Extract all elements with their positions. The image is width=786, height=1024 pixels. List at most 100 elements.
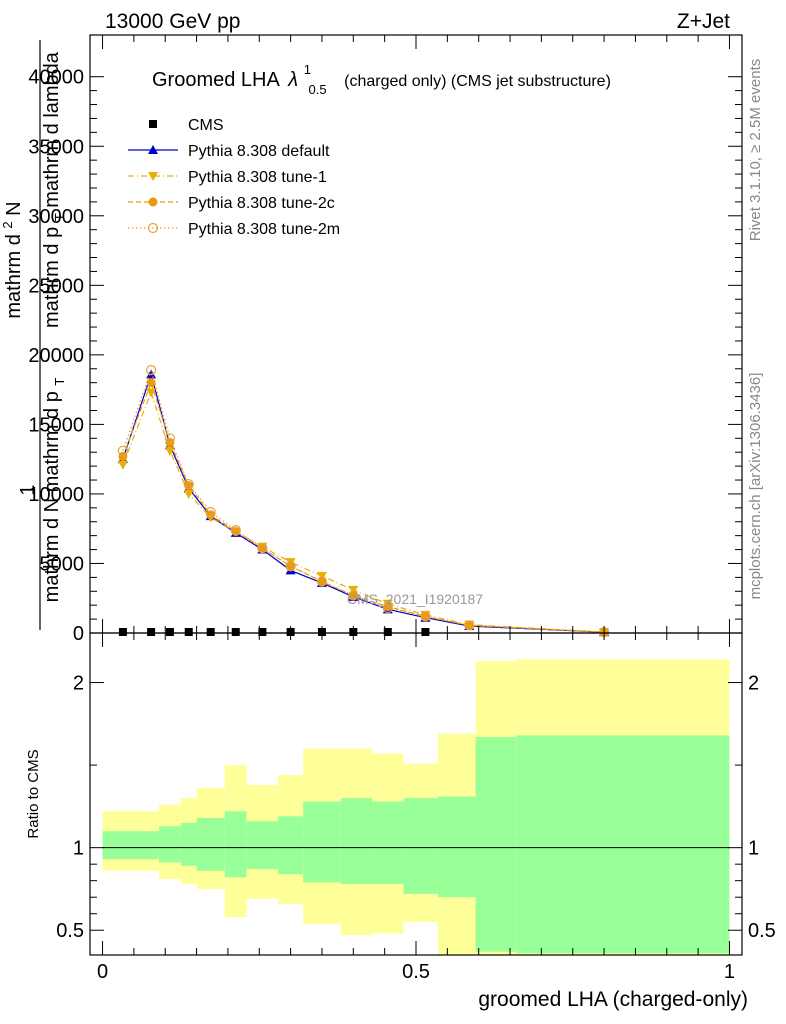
ratio-band-inner-11 xyxy=(403,798,438,894)
ratio-xtick-label-1: 0.5 xyxy=(402,961,430,983)
series-line-tune2m xyxy=(122,368,605,633)
point-cms-10 xyxy=(383,628,392,636)
point-cms-5 xyxy=(231,628,240,636)
series-line-default xyxy=(122,372,605,633)
ylabel-den-text: mathrm d N mathrm d p xyxy=(41,391,63,602)
ratio-ytick-label-1: 1 xyxy=(73,838,84,860)
ratio-band-inner-1 xyxy=(137,831,159,860)
ylabel-num-den-sub: T xyxy=(52,213,67,221)
series-line-tune2c xyxy=(122,380,605,633)
point-tune1-3 xyxy=(183,489,194,499)
ylabel-denominator: mathrm d N mathrm d p T xyxy=(41,378,67,603)
point-cms-11 xyxy=(421,628,430,636)
point-tune2m-6 xyxy=(257,543,268,554)
point-tune1-1 xyxy=(146,388,157,398)
title-rest: (charged only) (CMS jet substructure) xyxy=(344,73,611,90)
header-right: Z+Jet xyxy=(677,10,730,33)
ratio-band-inner-0 xyxy=(102,831,138,860)
point-tune2m-8 xyxy=(316,576,328,587)
point-tune2c-9 xyxy=(348,590,358,600)
ratio-ytick-label-right-2: 2 xyxy=(748,673,759,695)
ratio-ylabel: Ratio to CMS xyxy=(25,749,42,838)
legend-marker-tune2c xyxy=(148,197,158,207)
point-cms-1 xyxy=(147,628,156,636)
point-tune2c-4 xyxy=(206,510,216,520)
main-ytick-label-2: 10000 xyxy=(28,484,84,506)
ylabel-numerator: mathrm d 2 N xyxy=(0,201,25,318)
ratio-band-inner-3 xyxy=(180,822,197,866)
title-main: Groomed LHA xyxy=(152,69,280,91)
point-tune2m-3 xyxy=(183,479,194,490)
x-axis-label: groomed LHA (charged-only) xyxy=(478,988,748,1011)
ratio-band-inner-4 xyxy=(196,817,225,871)
ratio-band-inner-5 xyxy=(224,811,247,878)
legend-marker-tune2m xyxy=(147,222,159,234)
ratio-band-inner-10 xyxy=(372,801,404,884)
ratio-band-inner-12 xyxy=(437,796,476,898)
legend-label-tune1: Pythia 8.308 tune-1 xyxy=(188,169,327,186)
plot-title: Groomed LHA λ 1 0.5 (charged only) (CMS … xyxy=(152,57,611,99)
ratio-band-inner-6 xyxy=(246,821,279,870)
main-series xyxy=(117,365,610,638)
title-sub: 0.5 xyxy=(309,82,327,97)
header-left: 13000 GeV pp xyxy=(105,10,240,33)
point-cms-0 xyxy=(118,628,127,636)
point-tune2m-2 xyxy=(164,433,176,444)
point-default-1 xyxy=(146,369,157,379)
point-cms-2 xyxy=(165,628,174,636)
mcplots-label: mcplots.cern.ch [arXiv:1306.3436] xyxy=(747,373,764,600)
point-tune2c-12 xyxy=(464,620,474,630)
legend-label-cms: CMS xyxy=(188,117,224,134)
main-ylabel: 1 mathrm d N mathrm d p T mathrm d 2 N m… xyxy=(0,40,69,630)
title-sup: 1 xyxy=(304,62,311,77)
legend-marker-default xyxy=(148,145,158,154)
point-tune2m-9 xyxy=(348,590,359,601)
axes: 0 5000 10000 15000 20000 25000 30000 35000 40000… xyxy=(28,35,776,983)
main-ytick-label-8: 40000 xyxy=(28,67,84,89)
point-tune2m-0 xyxy=(117,445,129,456)
rivet-label: Rivet 3.1.10, ≥ 2.5M events xyxy=(747,59,764,242)
point-tune2c-7 xyxy=(286,561,296,571)
ratio-xtick-label-0: 0 xyxy=(97,961,108,983)
series-line-tune1 xyxy=(122,390,605,633)
point-tune1-0 xyxy=(117,460,128,470)
point-tune2m-12 xyxy=(464,620,475,631)
ylabel-num-den-text: mathrm d p xyxy=(41,227,63,328)
ylabel-num-text: mathrm d xyxy=(3,234,25,318)
analysis-watermark: CMS_2021_I1920187 xyxy=(347,591,483,607)
legend-marker-tune1 xyxy=(148,172,158,181)
ratio-xtick-label-2: 1 xyxy=(724,961,735,983)
ratio-ytick-label-right-1: 1 xyxy=(748,838,759,860)
legend-label-tune2c: Pythia 8.308 tune-2c xyxy=(188,195,335,212)
point-tune2c-1 xyxy=(146,378,156,388)
point-tune2m-10 xyxy=(382,602,393,614)
main-ytick-label-0: 0 xyxy=(73,623,84,645)
point-cms-4 xyxy=(206,628,215,636)
ratio-bands xyxy=(102,659,730,955)
series-tune2m xyxy=(117,365,610,638)
ratio-band-inner-7 xyxy=(278,816,304,875)
point-tune2m-5 xyxy=(230,524,241,536)
main-ytick-label-6: 30000 xyxy=(28,206,84,228)
ratio-ytick-label-0: 0.5 xyxy=(56,920,84,942)
legend-label-tune2m: Pythia 8.308 tune-2m xyxy=(188,221,340,238)
main-ytick-label-5: 25000 xyxy=(28,275,84,297)
ratio-ytick-label-2: 2 xyxy=(73,673,84,695)
ylabel-num-denominator: mathrm d p T mathrm d lambda xyxy=(41,51,69,328)
main-ytick-label-4: 20000 xyxy=(28,345,84,367)
ylabel-num-den-rest: mathrm d lambda xyxy=(41,51,63,207)
ratio-band-inner-8 xyxy=(303,801,341,883)
ylabel-den-sub: T xyxy=(52,378,67,386)
point-tune2c-0 xyxy=(118,451,128,461)
legend-label-default: Pythia 8.308 default xyxy=(188,143,330,160)
point-tune2m-1 xyxy=(146,365,157,376)
main-ytick-label-7: 35000 xyxy=(28,136,84,158)
ratio-band-inner-2 xyxy=(158,826,181,863)
ratio-ytick-label-right-0: 0.5 xyxy=(748,920,776,942)
title-lambda: λ xyxy=(287,69,298,91)
legend-marker-cms xyxy=(149,120,157,128)
ylabel-num-sup: 2 xyxy=(0,221,15,228)
main-ytick-label-3: 15000 xyxy=(28,414,84,436)
ratio-band-inner-9 xyxy=(340,798,373,884)
